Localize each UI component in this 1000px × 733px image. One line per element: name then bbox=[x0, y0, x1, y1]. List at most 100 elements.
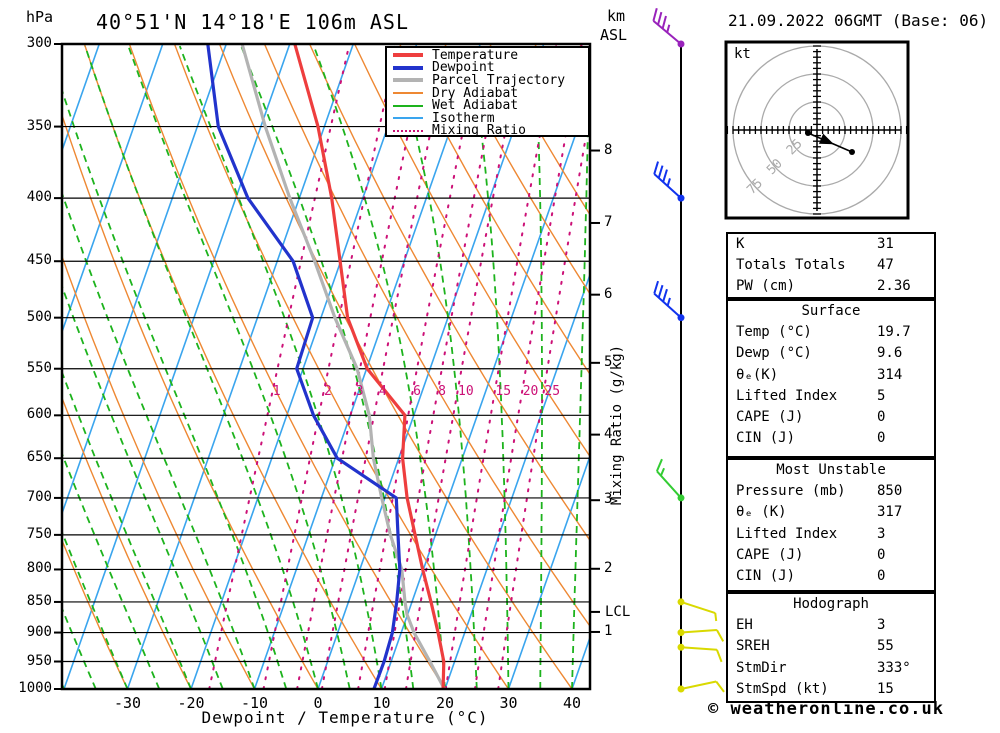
pressure-tick-label: 550 bbox=[26, 359, 52, 376]
mixing-ratio-value-label: 6 bbox=[413, 383, 421, 399]
stats-panel: K 31 Totals Totals 47 PW (cm) 2.36 bbox=[726, 232, 936, 299]
stats-panel-most-unstable: Most Unstable Pressure (mb) 850 θₑ (K) 317 Li… bbox=[726, 458, 936, 592]
legend-label: Isotherm bbox=[432, 110, 495, 126]
credit-link[interactable]: © weatheronline.co.uk bbox=[708, 699, 944, 719]
parcel-trajectory-curve bbox=[240, 44, 446, 689]
panel-row: θₑ (K) 317 bbox=[728, 502, 934, 523]
panel-row-value: 3 bbox=[877, 525, 886, 542]
legend-item: Wet Adiabat bbox=[393, 98, 588, 113]
height-axis-unit-2: ASL bbox=[600, 26, 628, 44]
panel-row-label: Lifted Index bbox=[736, 387, 838, 404]
panel-row: EH 3 bbox=[728, 615, 934, 636]
legend-swatch bbox=[393, 53, 423, 58]
legend-swatch bbox=[393, 117, 423, 120]
panel-row-label: CIN (J) bbox=[736, 567, 796, 584]
legend-swatch bbox=[393, 92, 423, 95]
panel-title: Most Unstable bbox=[776, 462, 886, 478]
hodograph-ring-label: 25 bbox=[784, 136, 806, 158]
panel-row: PW (cm) 2.36 bbox=[728, 276, 934, 297]
wind-barb bbox=[653, 161, 685, 202]
wind-barb bbox=[677, 680, 725, 693]
panel-row-value: 3 bbox=[877, 617, 886, 634]
mixing-ratio-value-label: 10 bbox=[458, 383, 474, 399]
wet-adiabat-line bbox=[468, 45, 510, 689]
panel-row-value: 2.36 bbox=[877, 278, 911, 295]
legend-item: Isotherm bbox=[393, 110, 588, 126]
wind-barb bbox=[653, 280, 685, 322]
wet-adiabat-line bbox=[636, 46, 679, 689]
mixing-ratio-value-label: 15 bbox=[495, 383, 512, 399]
hodograph-arrowhead bbox=[818, 133, 834, 145]
legend-item: Dewpoint bbox=[393, 60, 588, 75]
panel-row-label: SREH bbox=[736, 638, 770, 655]
isotherm-line bbox=[444, 272, 590, 689]
legend: Temperature Dewpoint Parcel Trajectory Dry … bbox=[385, 46, 590, 138]
wet-adiabat-line bbox=[667, 46, 716, 689]
wet-adiabat-line bbox=[62, 87, 288, 689]
km-tick-label: 1 bbox=[604, 622, 613, 639]
panel-row-value: 314 bbox=[877, 366, 903, 383]
panel-row-value: 15 bbox=[877, 680, 894, 697]
mixing-ratio-line bbox=[296, 44, 428, 689]
panel-row: StmSpd (kt) 15 bbox=[728, 679, 934, 700]
panel-row: StmDir 333° bbox=[728, 658, 934, 679]
panel-row-label: CAPE (J) bbox=[736, 546, 804, 563]
panel-row-value: 0 bbox=[877, 546, 886, 563]
km-tick-label: 8 bbox=[604, 141, 613, 158]
pressure-tick-label: 450 bbox=[26, 252, 52, 269]
isotherm-line bbox=[62, 44, 228, 516]
temp-tick-label: 30 bbox=[499, 694, 518, 712]
panel-row-label: PW (cm) bbox=[736, 278, 796, 295]
pressure-tick-label: 850 bbox=[26, 592, 52, 609]
panel-row-label: Pressure (mb) bbox=[736, 483, 846, 500]
panel-row-label: θₑ (K) bbox=[736, 504, 787, 521]
isotherm-line bbox=[190, 44, 418, 689]
temp-tick-label: 40 bbox=[562, 694, 582, 712]
plot-frame bbox=[60, 42, 592, 691]
legend-swatch bbox=[393, 129, 423, 132]
dry-adiabat-line bbox=[444, 44, 590, 296]
plot-area bbox=[62, 44, 716, 689]
pressure-tick-label: 500 bbox=[26, 308, 52, 325]
pressure-tick-label: 900 bbox=[26, 623, 52, 640]
legend-item: Parcel Trajectory bbox=[393, 73, 588, 88]
isotherm-line bbox=[62, 44, 164, 335]
pressure-tick-label: 1000 bbox=[18, 680, 52, 696]
stats-panel-surface: Surface Temp (°C) 19.7 Dewp (°C) 9.6 θₑ(K) 314… bbox=[726, 299, 936, 458]
panel-row-label: θₑ(K) bbox=[736, 366, 779, 383]
panel-row: θₑ(K) 314 bbox=[728, 365, 934, 386]
panel-row-value: 9.6 bbox=[877, 345, 903, 362]
pressure-tick-label: 350 bbox=[26, 117, 52, 134]
legend-swatch bbox=[393, 104, 423, 107]
pressure-tick-label: 750 bbox=[26, 525, 52, 542]
mixing-ratio-line bbox=[444, 44, 558, 689]
panel-row-value: 0 bbox=[877, 430, 886, 447]
wind-barb bbox=[655, 458, 685, 502]
panel-row: CAPE (J) 0 bbox=[728, 407, 934, 428]
dry-adiabat-line bbox=[353, 44, 590, 458]
wet-adiabat-line bbox=[127, 45, 351, 689]
wet-adiabat-line bbox=[392, 45, 478, 689]
dry-adiabat-line bbox=[398, 44, 590, 376]
pressure-tick-label: 650 bbox=[26, 449, 52, 466]
wind-barb bbox=[652, 8, 685, 48]
wet-adiabat-line bbox=[313, 45, 446, 689]
temperature-axis-label: Dewpoint / Temperature (°C) bbox=[201, 708, 489, 727]
mixing-ratio-value-label: 3 bbox=[355, 383, 364, 399]
stats-panel-hodograph: Hodograph EH 3 SREH 55 StmDir 333° StmSpd (kt) 1… bbox=[726, 592, 936, 703]
km-tick-label: 3 bbox=[604, 491, 613, 508]
legend-swatch bbox=[393, 65, 423, 70]
legend-item: Mixing Ratio bbox=[393, 123, 588, 138]
mixing-ratio-value-label: 8 bbox=[438, 383, 446, 399]
legend-label: Temperature bbox=[432, 47, 519, 63]
temp-tick-label: 0 bbox=[313, 694, 323, 712]
panel-row-label: K bbox=[736, 236, 745, 252]
legend-item: Dry Adiabat bbox=[393, 86, 588, 101]
wind-barb bbox=[677, 643, 723, 663]
panel-row-value: 317 bbox=[877, 504, 903, 521]
pressure-tick-label: 800 bbox=[26, 560, 52, 577]
temp-tick-label: 20 bbox=[435, 694, 455, 712]
